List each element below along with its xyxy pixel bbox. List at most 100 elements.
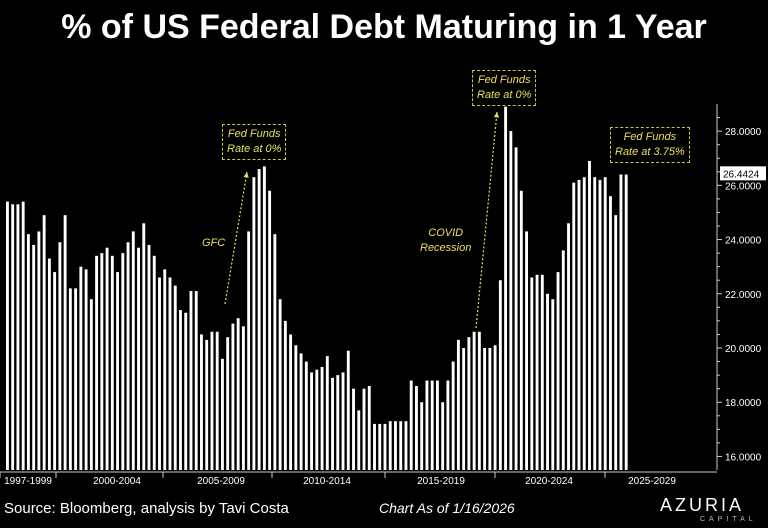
x-tick-label: 2015-2019 [417,476,465,487]
bar [121,253,125,470]
bar [593,177,597,470]
gfc-arrow-head [243,172,249,178]
bar [546,293,549,470]
annotation-line: Recession [420,242,472,254]
covid-arrow-head [493,112,500,118]
bar [189,291,193,470]
bar [168,277,172,470]
bar [42,215,46,470]
annotation-line: Fed Funds [477,74,531,86]
bar [210,331,214,470]
bar [346,350,350,470]
annotation-line: Fed Funds [227,128,281,140]
annotation-line: Rate at 0% [227,143,282,155]
bar [498,280,502,470]
bar [462,348,466,470]
bar [331,377,334,470]
bar [294,345,298,470]
bar [231,323,235,470]
bar [252,177,256,470]
bar [357,410,361,470]
bar [472,331,476,470]
bar [262,166,266,471]
bar [446,380,450,470]
bar [68,288,72,470]
bar [514,147,518,470]
bar [179,310,182,470]
bar [126,242,130,470]
bar [488,348,492,470]
annotation-covid: COVID Recession [420,226,471,256]
y-tick-label: 22.0000 [725,290,762,301]
chart-title: % of US Federal Debt Maturing in 1 Year [61,8,707,46]
bar [483,348,487,470]
bar [315,369,319,470]
bar [320,366,324,470]
source-note: Source: Bloomberg, analysis by Tavi Cost… [4,500,289,517]
bar [137,247,140,470]
bar [283,320,287,470]
x-tick-label: 2020-2024 [525,476,573,487]
annotation-fed-funds-375: Fed Funds Rate at 3.75% [610,127,690,163]
bar [383,423,387,470]
bar [609,196,612,470]
bar [142,223,146,470]
bar [110,255,114,470]
bar [184,312,188,470]
x-tick-label: 2000-2004 [93,476,141,487]
bar [63,215,67,470]
bar [147,244,151,470]
bar [603,177,607,470]
bar [582,177,586,470]
x-tick-label: 1997-1999 [4,476,52,487]
bar [95,255,99,470]
covid-arrow [475,111,498,329]
bar [58,242,62,470]
bar [588,160,591,470]
bar [6,201,9,470]
bar [16,204,20,470]
annotation-fed-funds-0-covid: Fed Funds Rate at 0% [472,70,537,106]
bar [509,131,513,471]
annotation-gfc: GFC [202,237,226,249]
bar [100,253,104,470]
bar [399,421,403,470]
bar [378,423,382,470]
bar [247,231,251,470]
logo-sub: CAPITAL [700,516,757,523]
bar [194,291,198,470]
bar [556,272,560,470]
bar [456,339,460,470]
bar [551,299,555,470]
y-tick-label: 28.0000 [725,127,762,138]
bar [200,334,203,470]
bar [420,402,424,470]
bar [152,255,156,470]
bar [53,272,57,470]
bar [572,182,576,470]
bar [409,380,413,470]
bar [614,215,618,470]
last-value-label: 26.4424 [723,169,760,180]
bar [425,380,429,470]
bar [32,244,36,470]
y-tick-label: 16.0000 [725,452,762,463]
bar [299,353,303,470]
x-axis: 1997-1999 2000-2004 2005-2009 2010-2014 2015… [0,471,717,487]
bar [493,345,497,470]
bar [567,223,570,470]
bar [220,358,224,470]
bar [74,288,78,470]
bar [388,421,392,470]
as-of-date: Chart As of 1/16/2026 [379,500,515,516]
bar [535,274,539,470]
bar [289,334,293,470]
y-tick-label: 18.0000 [725,398,762,409]
bar [540,274,544,470]
bar [241,326,245,470]
bar [37,231,41,470]
bar [352,388,355,470]
bar [451,361,455,470]
y-axis: 16.0000 18.0000 20.0000 22.0000 24.0000 26.00… [716,104,766,470]
